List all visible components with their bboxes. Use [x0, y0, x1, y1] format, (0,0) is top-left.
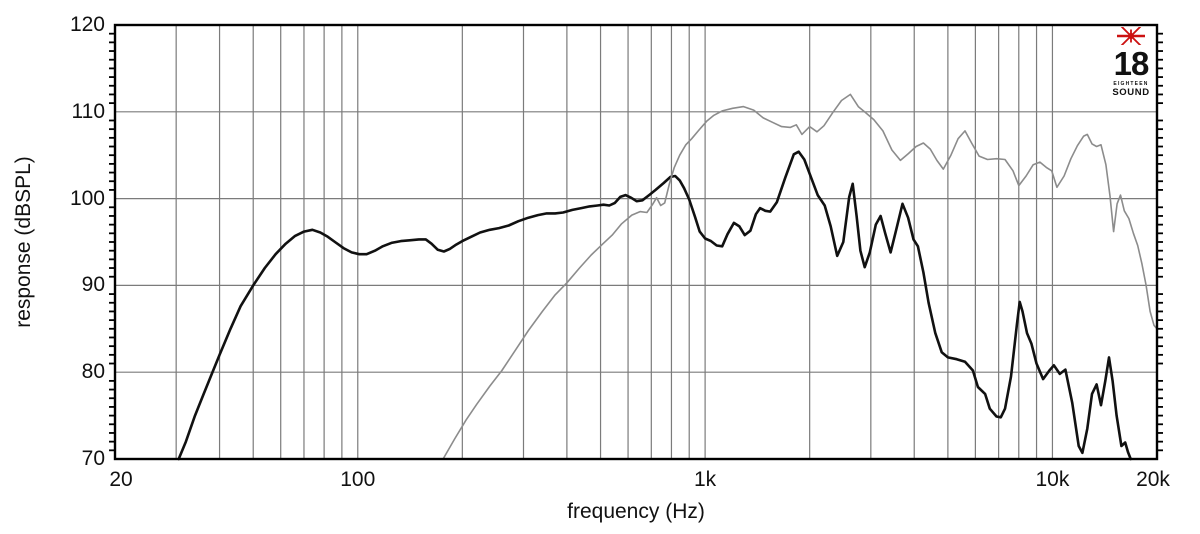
brand-logo: 18 EIGHTEEN SOUND	[1107, 25, 1155, 98]
black-curve	[177, 150, 1132, 461]
gray-curve	[442, 93, 1158, 460]
star-center	[1128, 33, 1134, 39]
y-axis-tick-label: 90	[81, 273, 105, 297]
logo-number: 18	[1113, 45, 1150, 82]
frame-rect	[113, 23, 1159, 461]
y-axis-tick-label: 80	[81, 360, 105, 384]
curves	[177, 93, 1158, 461]
x-axis-tick-label: 10k	[1035, 468, 1070, 491]
y-axis-tick-label: 100	[69, 186, 105, 210]
axis-ticks	[109, 32, 1163, 452]
grid-lines	[115, 25, 1157, 459]
y-axis-tick-label: 70	[81, 447, 105, 470]
logo-brand-line2: SOUND	[1112, 86, 1150, 98]
x-axis-tick-label: 20	[109, 468, 133, 491]
plot-frame	[113, 23, 1159, 461]
logo-brand-line1: EIGHTEEN	[1113, 81, 1149, 87]
y-axis-title: response (dBSPL)	[12, 156, 35, 328]
x-axis-tick-label: 100	[340, 468, 376, 491]
x-axis-tick-label: 1k	[694, 468, 717, 491]
y-axis-tick-label: 120	[69, 13, 105, 36]
x-axis-tick-label: 20k	[1136, 468, 1170, 491]
y-axis-tick-label: 110	[71, 99, 105, 123]
logo-star-icon	[1117, 25, 1145, 47]
x-axis-title: frequency (Hz)	[567, 500, 705, 523]
